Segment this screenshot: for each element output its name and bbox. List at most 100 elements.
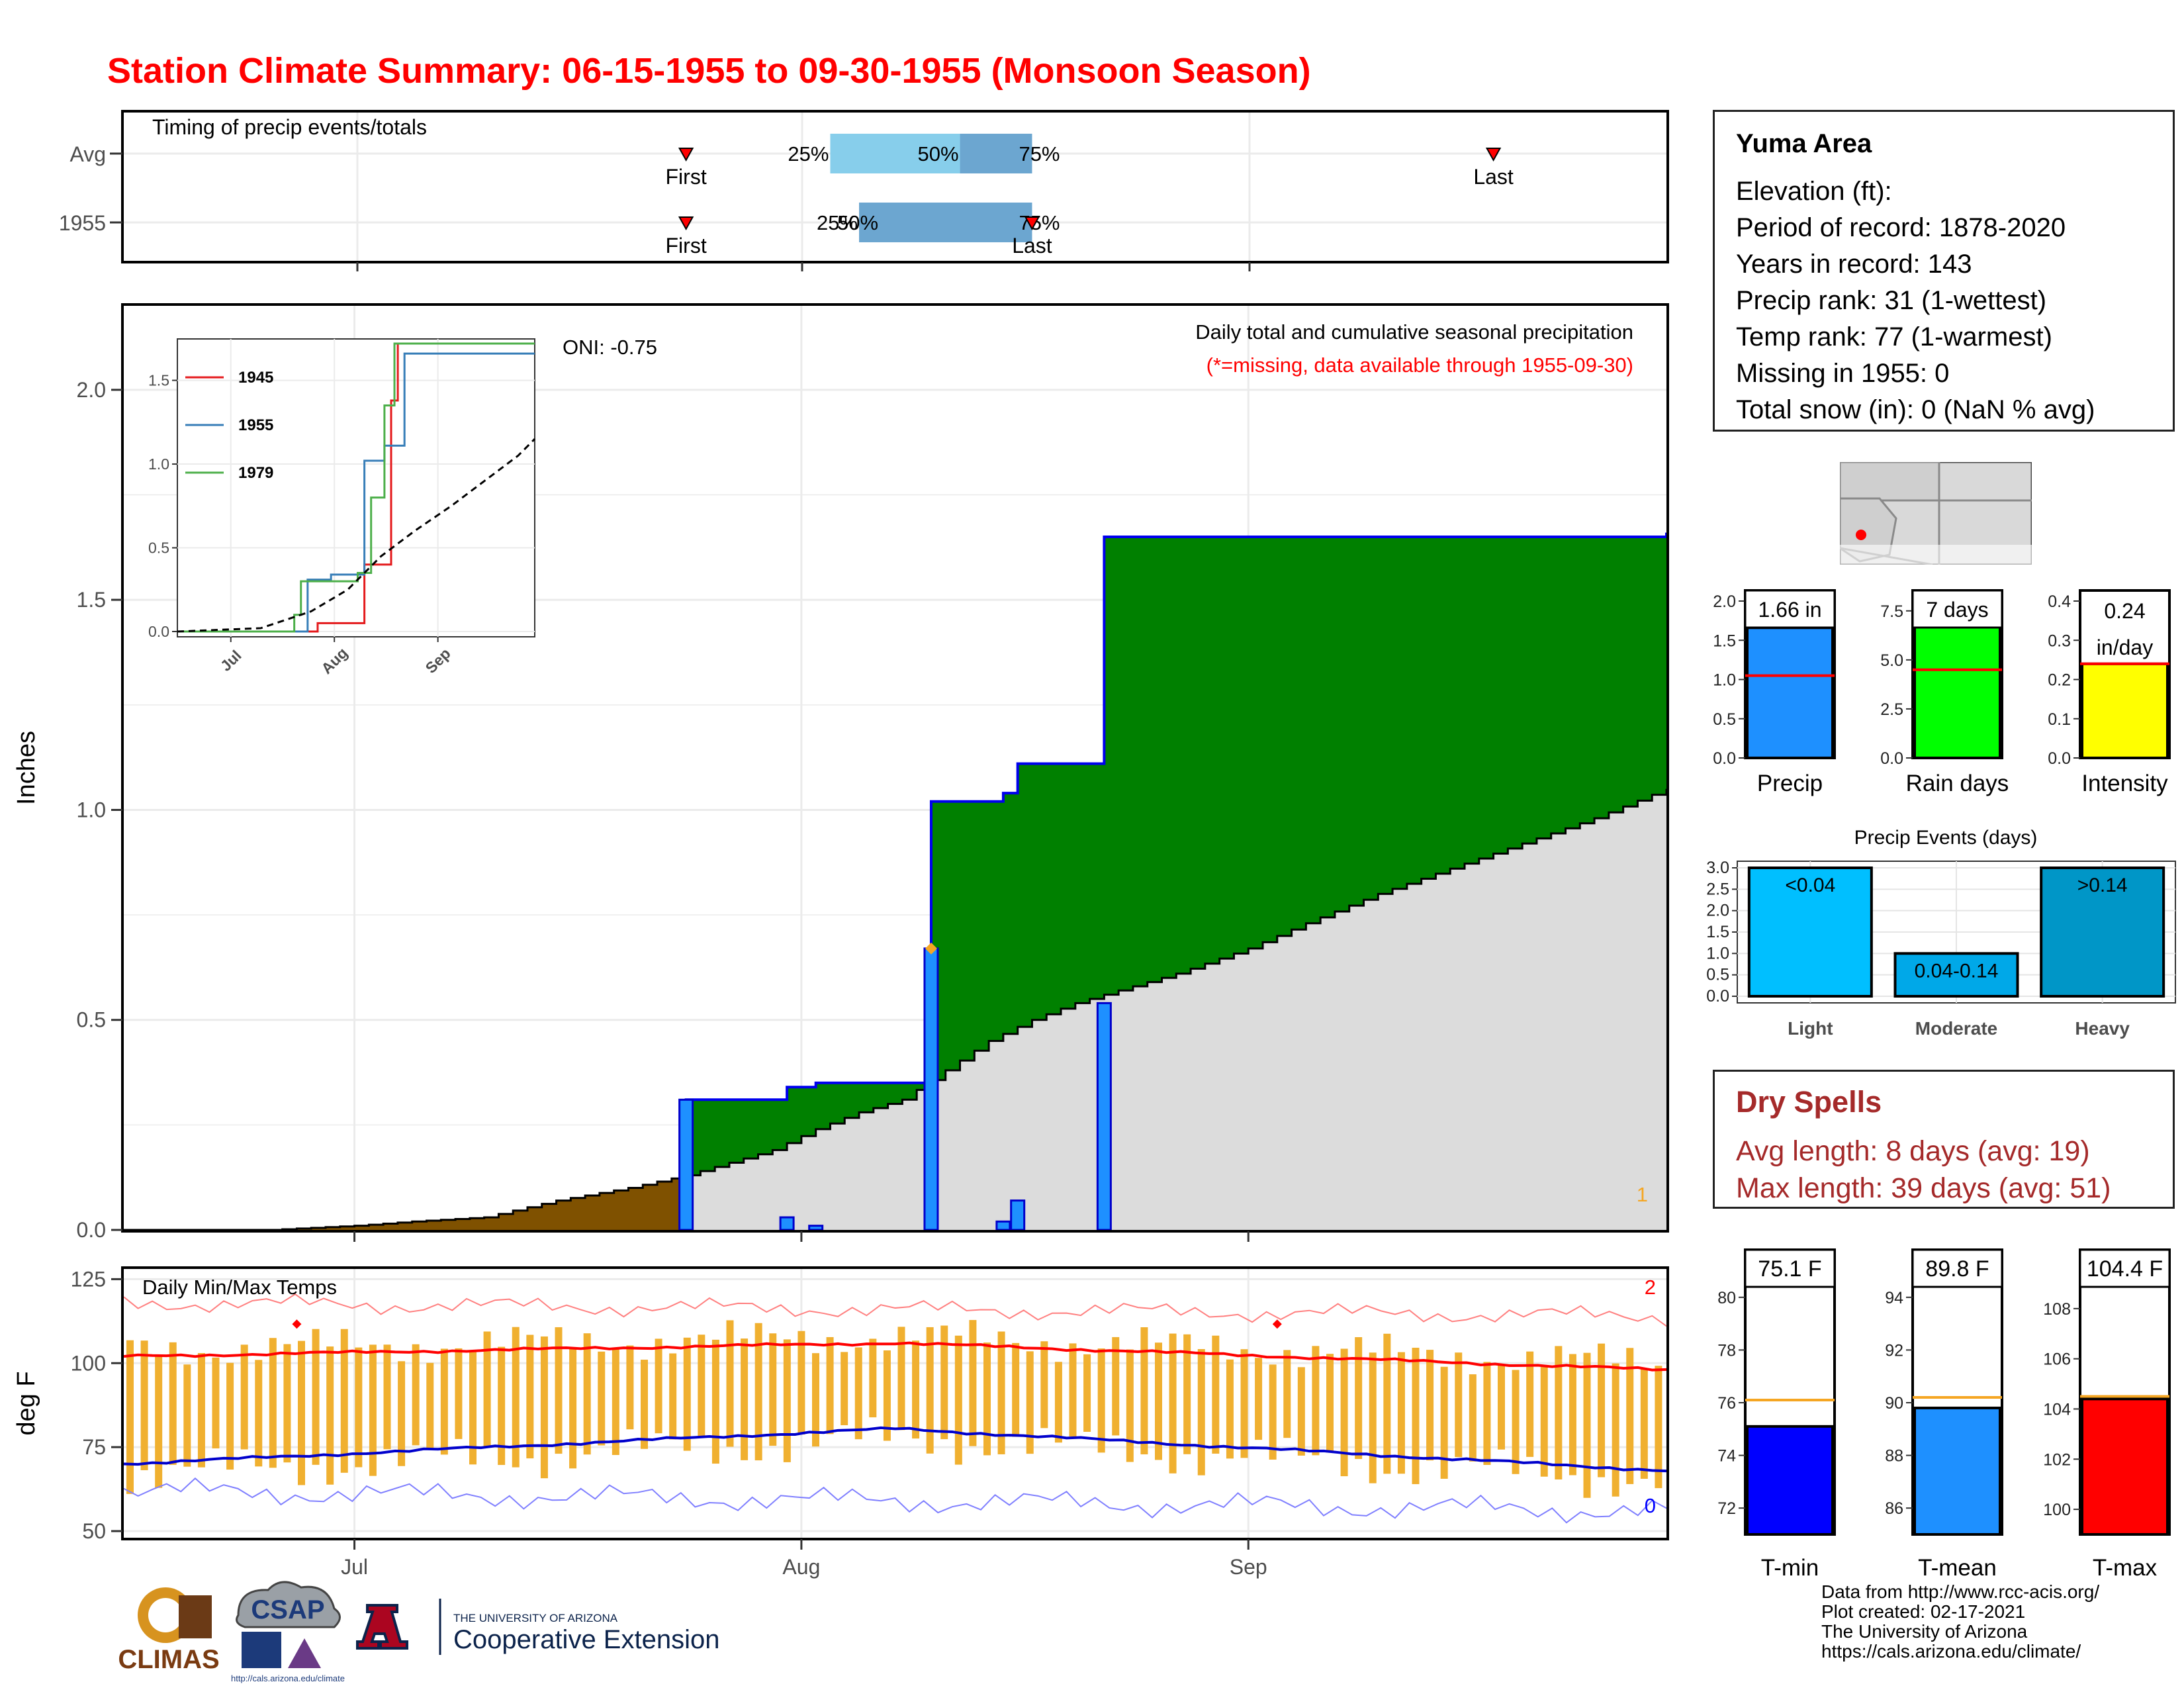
info-temp-rank: Temp rank: 77 (1-warmest) <box>1736 322 2052 352</box>
daily-precip-bar <box>1010 1199 1026 1231</box>
timing-last-label: Last <box>1473 165 1514 189</box>
xtick-label: Jul <box>341 1555 368 1579</box>
timing-first-label: First <box>666 234 707 258</box>
panel-bar-T-mean <box>1913 1406 2001 1536</box>
record-min-count: 0 <box>1645 1494 1656 1517</box>
daily-temp-bar <box>1612 1363 1619 1497</box>
timing-p75-label: 75% <box>1019 142 1060 165</box>
timing-box-avg-lower <box>830 134 960 173</box>
temp-ytick-label: 50 <box>82 1519 106 1543</box>
daily-temp-bar <box>1126 1349 1134 1462</box>
timing-p25-label: 25% <box>817 211 858 234</box>
climas-logo-text: CLIMAS <box>118 1645 219 1674</box>
daily-temp-bar <box>869 1338 877 1418</box>
daily-temp-bar <box>1397 1352 1405 1474</box>
daily-temp-bar <box>1355 1336 1363 1460</box>
daily-temp-bar <box>140 1340 148 1470</box>
panel-ytick-Intensity: 0.2 <box>2048 671 2071 690</box>
daily-temp-bar <box>1112 1336 1120 1436</box>
panel-value-label-T-min: 75.1 F <box>1758 1256 1821 1282</box>
daily-temp-bar <box>355 1347 363 1468</box>
panel-value-label-Intensity: 0.24 <box>2104 599 2145 623</box>
timing-box-1955 <box>859 203 1032 242</box>
events-bar-label: 0.04-0.14 <box>1915 960 1999 982</box>
panel-ytick-Rain days: 0.0 <box>1880 749 1903 768</box>
timing-panel: Timing of precip events/totals Avg 1955 … <box>59 110 1669 271</box>
daily-temp-bar <box>555 1327 563 1454</box>
panel-name-Precip: Precip <box>1757 771 1823 796</box>
daily-temp-bar <box>783 1339 791 1462</box>
precip-panel: 0.0 0.5 1.0 1.5 2.0 Inches Daily total and c… <box>13 303 1669 1242</box>
record-high-marker <box>1272 1319 1282 1329</box>
daily-temp-bar <box>212 1357 220 1449</box>
credit-line-created: Plot created: 02-17-2021 <box>1821 1601 2026 1622</box>
daily-temp-bar <box>612 1349 619 1455</box>
daily-temp-bar <box>312 1329 320 1465</box>
daily-temp-bar <box>583 1333 591 1455</box>
precip-chart-subtitle: (*=missing, data available through 1955-… <box>1206 353 1633 377</box>
avg-tmax-line <box>123 1341 1667 1372</box>
daily-temp-bar <box>711 1339 719 1464</box>
panel-value-label-T-mean: 89.8 F <box>1925 1256 1989 1282</box>
temp-ytick-label: 100 <box>71 1351 106 1375</box>
events-ytick-label: 3.0 <box>1706 859 1729 877</box>
daily-temp-bar <box>1155 1342 1162 1460</box>
temp-ylabel: deg F <box>13 1371 40 1435</box>
cumulative-1955-line <box>684 532 1668 1230</box>
daily-temp-bar <box>298 1340 305 1485</box>
events-category-label: Heavy <box>2075 1018 2130 1039</box>
daily-temp-bar <box>540 1336 548 1479</box>
precip-summary-bars: 0.0 0.5 1.0 1.5 2.0 1.66 in Precip 0.0 2.5 5.0 7.5… <box>1713 589 2171 796</box>
daily-precip-bar <box>678 1098 694 1231</box>
panel-ytick-Precip: 1.0 <box>1713 671 1736 690</box>
daily-temp-bar <box>797 1331 805 1435</box>
daily-temp-bar <box>226 1362 234 1470</box>
daily-temp-bar <box>1255 1358 1263 1440</box>
daily-temp-bar <box>1069 1343 1077 1437</box>
csap-logo-text: CSAP <box>251 1595 324 1624</box>
panel-ytick-T-mean: 90 <box>1885 1394 1903 1413</box>
panel-ytick-Rain days: 7.5 <box>1880 602 1903 621</box>
panel-bar-Rain days <box>1913 619 2001 759</box>
daily-temp-bar <box>812 1353 819 1447</box>
panel-ytick-Intensity: 0.3 <box>2048 632 2071 650</box>
panel-value-label-Rain days: 7 days <box>1926 598 1988 622</box>
info-snow: Total snow (in): 0 (NaN % avg) <box>1736 395 2095 424</box>
daily-temp-bar <box>1383 1333 1391 1474</box>
panel-bar-Intensity <box>2081 662 2169 759</box>
inset-series-avg <box>177 438 536 633</box>
timing-title: Timing of precip events/totals <box>152 115 427 139</box>
daily-temp-bar <box>340 1329 348 1473</box>
temp-panel: 50 75 100 125 deg F Daily Min/Max Temps 2 0… <box>13 1266 1669 1579</box>
daily-temp-bar <box>1226 1359 1234 1459</box>
inset-ytick-label: 1.5 <box>148 372 169 389</box>
panel-ytick-Precip: 1.5 <box>1713 632 1736 650</box>
credit-line-data: Data from http://www.rcc-acis.org/ <box>1821 1581 2100 1602</box>
panel-ytick-Precip: 0.0 <box>1713 749 1736 768</box>
panel-ytick-T-min: 74 <box>1717 1447 1736 1466</box>
daily-temp-bar <box>1583 1352 1591 1498</box>
daily-temp-bar <box>1097 1348 1105 1453</box>
panel-ytick-T-max: 100 <box>2043 1501 2071 1519</box>
daily-temp-bar <box>1426 1350 1434 1461</box>
panel-bar-T-min <box>1746 1425 1834 1536</box>
panel-ytick-T-mean: 92 <box>1885 1341 1903 1360</box>
daily-temp-bar <box>1512 1370 1520 1474</box>
daily-temp-bar <box>269 1338 277 1468</box>
timing-last-label: Last <box>1012 234 1052 258</box>
panel-ytick-Intensity: 0.0 <box>2048 749 2071 768</box>
timing-row-1955: 1955 <box>59 211 106 235</box>
daily-temp-bar <box>1455 1352 1463 1458</box>
daily-temp-bar <box>883 1350 891 1441</box>
station-info-box: Yuma Area Elevation (ft): Period of reco… <box>1713 110 2175 432</box>
panel-value-label-T-max: 104.4 F <box>2087 1256 2163 1282</box>
precip-ytick-label: 2.0 <box>77 378 106 402</box>
panel-value-label-Precip: 1.66 in <box>1758 598 1821 622</box>
daily-temp-bar <box>383 1344 391 1450</box>
daily-temp-bar <box>183 1364 191 1467</box>
daily-temp-bar <box>1040 1341 1048 1429</box>
daily-temp-bar <box>1240 1349 1248 1458</box>
daily-temp-bar <box>498 1346 506 1466</box>
timing-last-marker <box>1024 216 1040 231</box>
precip-ytick-label: 1.5 <box>77 588 106 612</box>
